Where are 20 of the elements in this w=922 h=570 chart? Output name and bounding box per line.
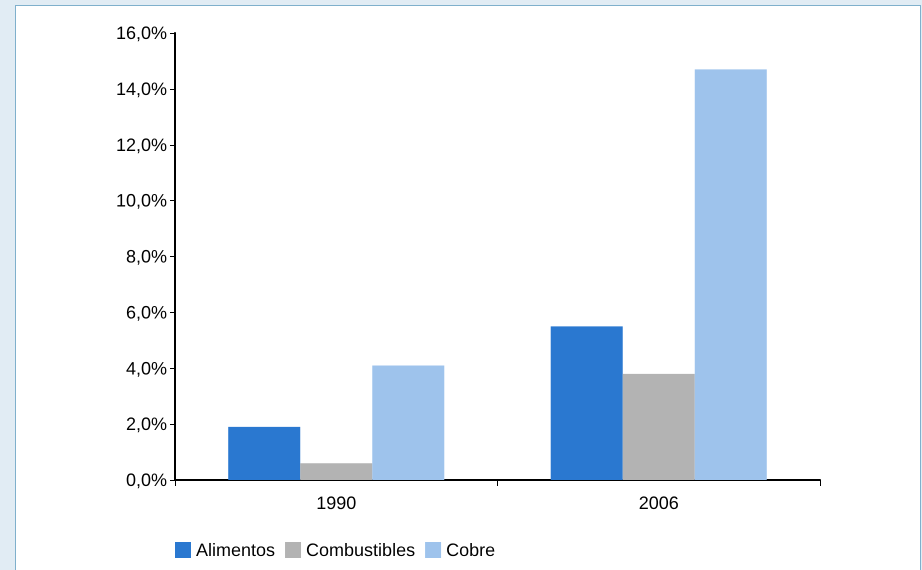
y-tick-label: 6,0% xyxy=(126,302,167,322)
y-tick-label: 10,0% xyxy=(116,190,167,211)
y-tick-label: 16,0% xyxy=(116,23,167,43)
y-tick-label: 12,0% xyxy=(116,134,167,155)
x-tick-label: 2006 xyxy=(638,493,679,513)
bar xyxy=(550,326,623,480)
x-tick-label: 1990 xyxy=(316,493,356,513)
bar xyxy=(300,463,372,480)
legend-label: Cobre xyxy=(446,540,496,560)
legend-label: Combustibles xyxy=(306,540,416,560)
y-tick-label: 8,0% xyxy=(126,246,167,266)
bar xyxy=(694,69,767,480)
y-tick-label: 4,0% xyxy=(126,358,167,378)
y-tick-label: 0,0% xyxy=(126,470,167,490)
y-tick-label: 14,0% xyxy=(116,78,167,99)
bar xyxy=(372,365,444,480)
bar xyxy=(622,374,695,480)
legend-label: Alimentos xyxy=(196,540,276,560)
y-tick-label: 2,0% xyxy=(126,414,167,434)
bar xyxy=(228,426,300,480)
